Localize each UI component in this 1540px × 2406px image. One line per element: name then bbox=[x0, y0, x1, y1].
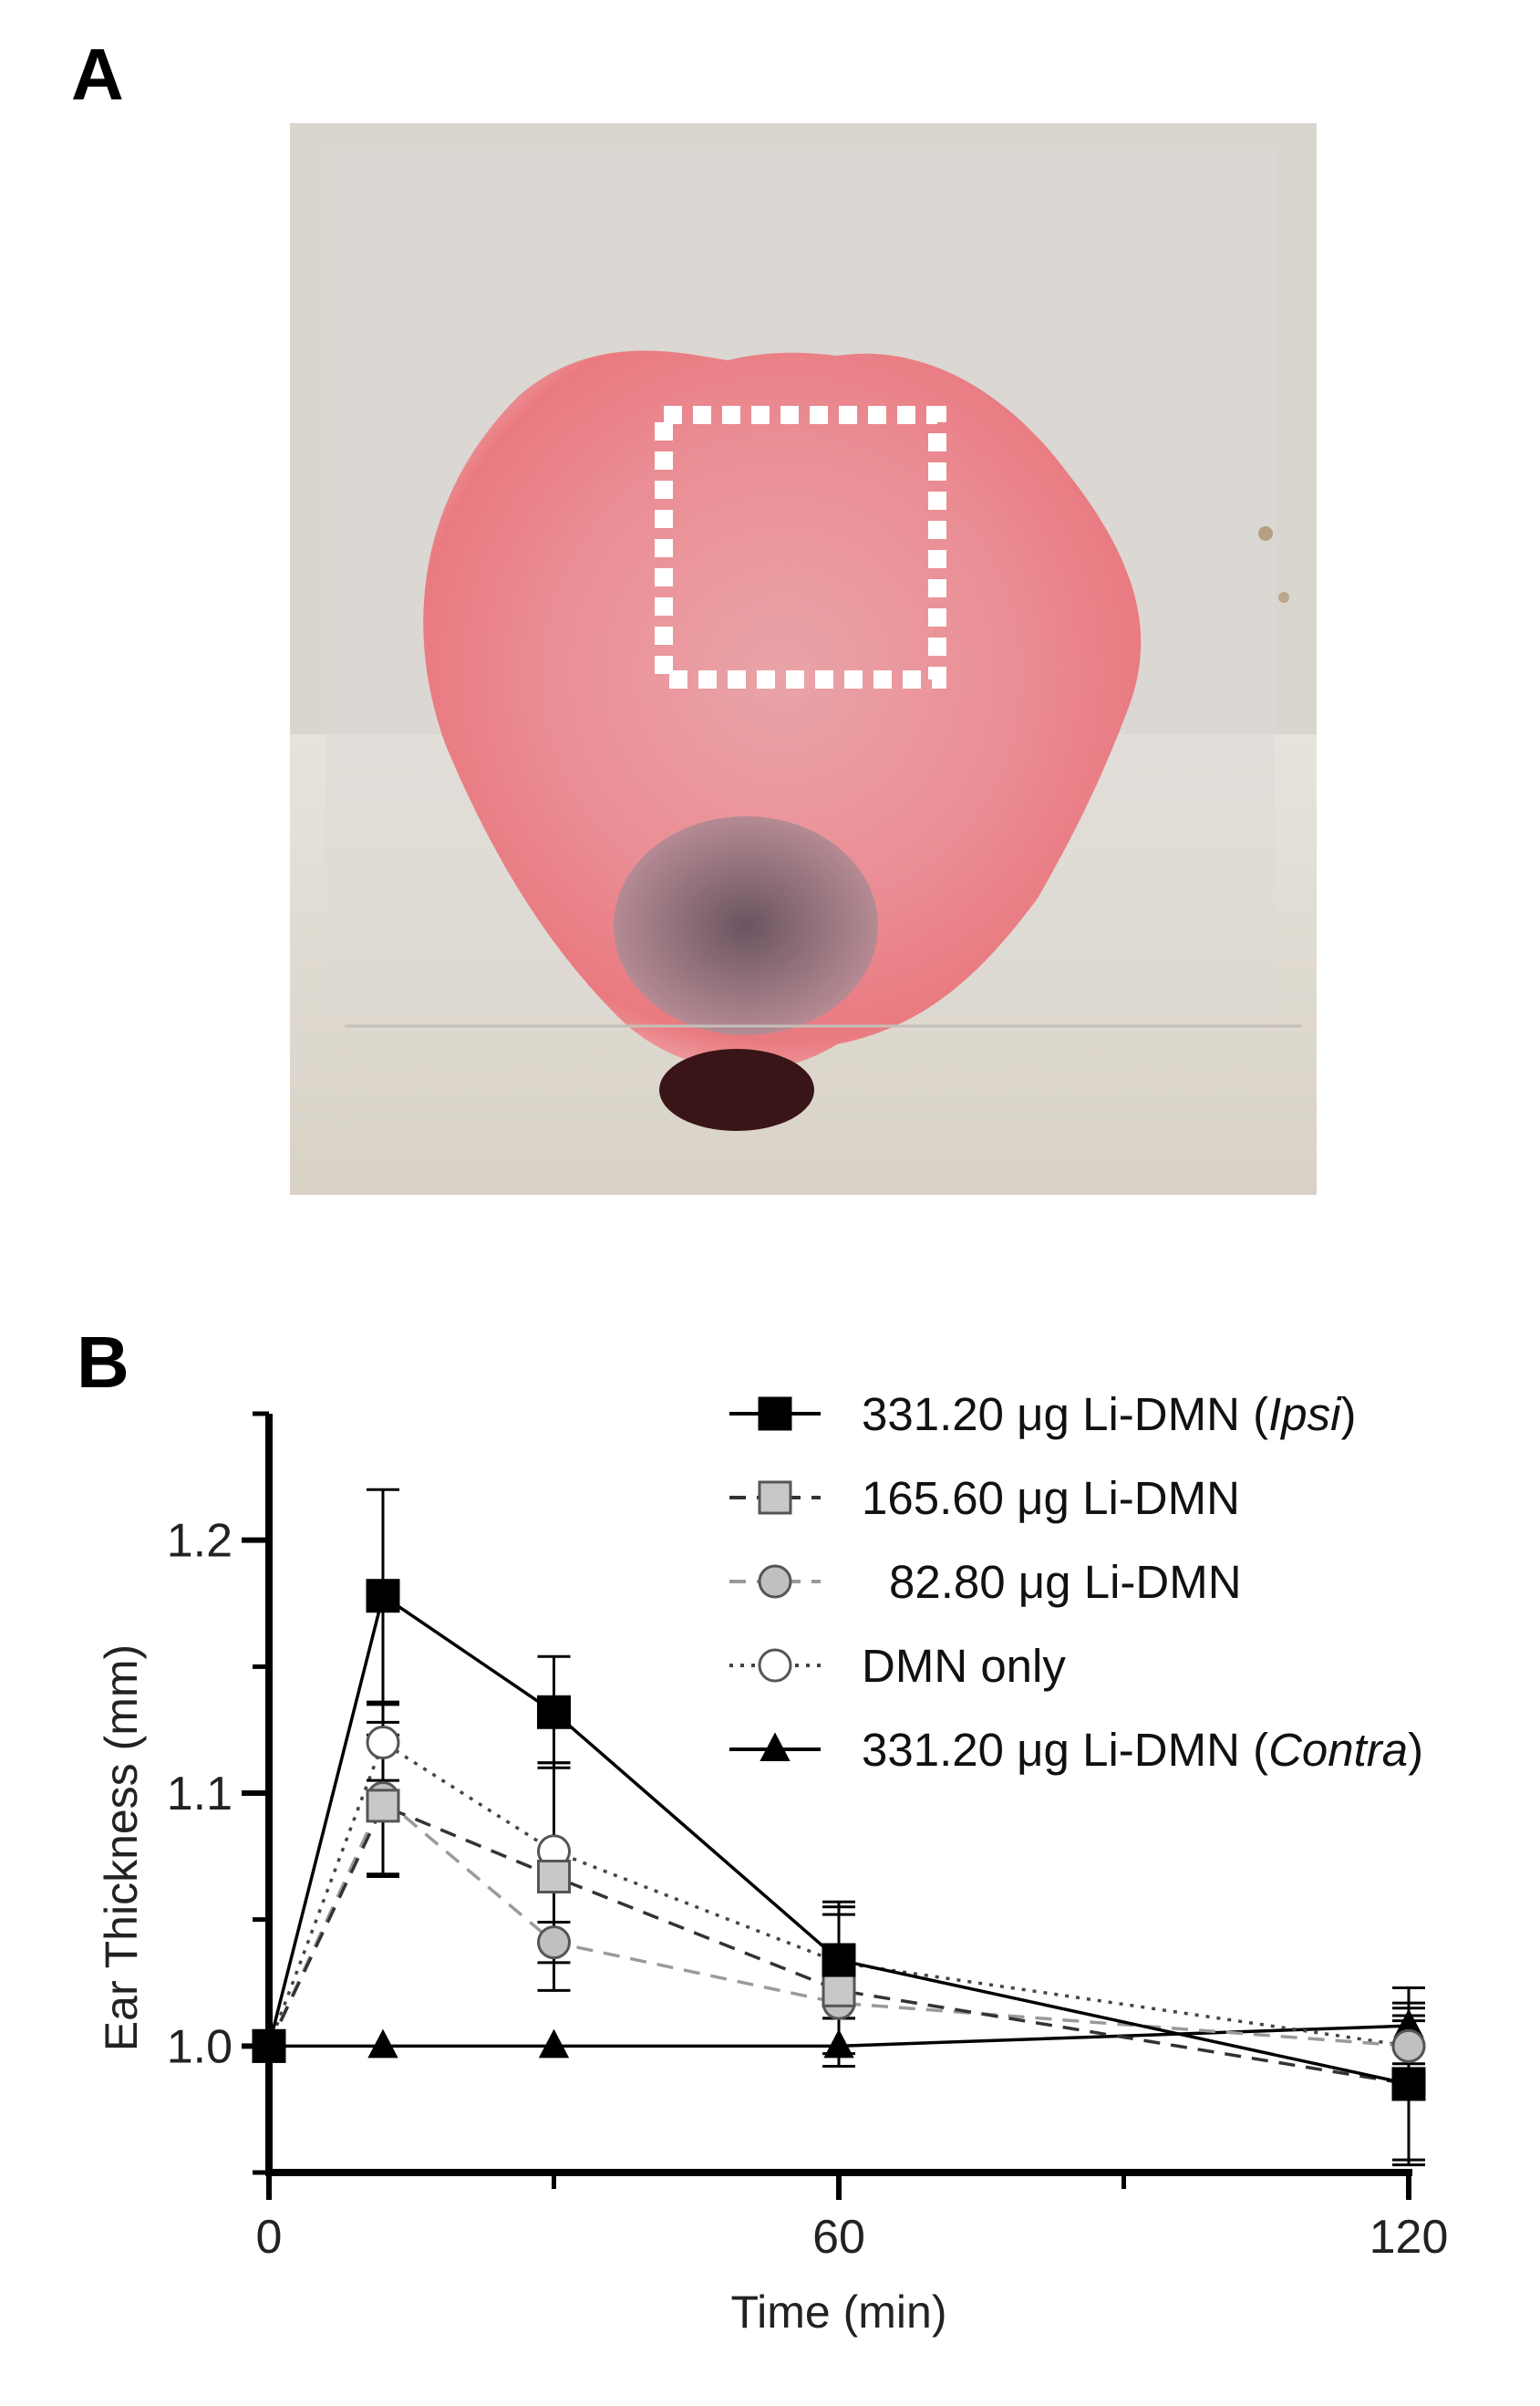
legend-label-4: DMN only bbox=[862, 1640, 1066, 1692]
panel-label-b: B bbox=[77, 1322, 129, 1403]
x-tick-label: 120 bbox=[1369, 2211, 1449, 2264]
legend-marker-5 bbox=[760, 1732, 791, 1761]
legend-marker-3 bbox=[758, 1564, 792, 1599]
legend-label-1: 331.20 μg Li-DMN (Ipsi) bbox=[862, 1388, 1356, 1440]
y-tick-label: 1.2 bbox=[167, 1515, 233, 1568]
legend-marker-4 bbox=[758, 1648, 792, 1683]
data-point-series-1 bbox=[822, 1943, 856, 1977]
chart-axes: 1.0 1.1 1.2 0 60 120 Time (min) Ear Thickness (… bbox=[96, 1411, 1449, 2338]
legend-label-2: 165.60 μg Li-DMN bbox=[862, 1472, 1240, 1524]
panel-label-a: A bbox=[71, 34, 124, 115]
x-axis-title: Time (min) bbox=[730, 2287, 946, 2338]
data-point-series-3 bbox=[1391, 2028, 1426, 2063]
data-point-series-1 bbox=[1391, 2067, 1426, 2101]
legend-marker-1 bbox=[758, 1396, 792, 1431]
x-tick-label: 0 bbox=[256, 2211, 283, 2264]
data-point-series-3 bbox=[537, 1925, 571, 1960]
data-point-series-4 bbox=[366, 1726, 400, 1760]
legend-marker-2 bbox=[758, 1480, 792, 1515]
data-point-series-2 bbox=[537, 1860, 571, 1894]
y-tick-label: 1.1 bbox=[167, 1768, 233, 1820]
x-tick-label: 60 bbox=[812, 2211, 865, 2264]
mouse-ear-photo-icon bbox=[290, 123, 1317, 1195]
data-point-series-2 bbox=[366, 1789, 400, 1823]
y-axis-title: Ear Thickness (mm) bbox=[96, 1644, 147, 2051]
data-point-series-1 bbox=[252, 2028, 286, 2063]
data-point-series-5 bbox=[367, 2028, 398, 2059]
data-point-series-5 bbox=[538, 2028, 570, 2059]
ear-thickness-chart: 1.0 1.1 1.2 0 60 120 Time (min) Ear Thickness (… bbox=[96, 1388, 1449, 2338]
data-point-series-5 bbox=[823, 2028, 854, 2059]
data-point-series-1 bbox=[537, 1695, 571, 1729]
legend-label-5: 331.20 μg Li-DMN (Contra) bbox=[862, 1724, 1423, 1776]
legend-label-3: 82.80 μg Li-DMN bbox=[889, 1556, 1242, 1608]
data-point-series-2 bbox=[822, 1973, 856, 2007]
chart-legend: 331.20 μg Li-DMN (Ipsi) 165.60 μg Li-DMN 8… bbox=[729, 1388, 1423, 1776]
y-tick-label: 1.0 bbox=[167, 2020, 233, 2073]
data-point-series-1 bbox=[366, 1579, 400, 1613]
chart-plot-area bbox=[252, 1488, 1426, 2167]
